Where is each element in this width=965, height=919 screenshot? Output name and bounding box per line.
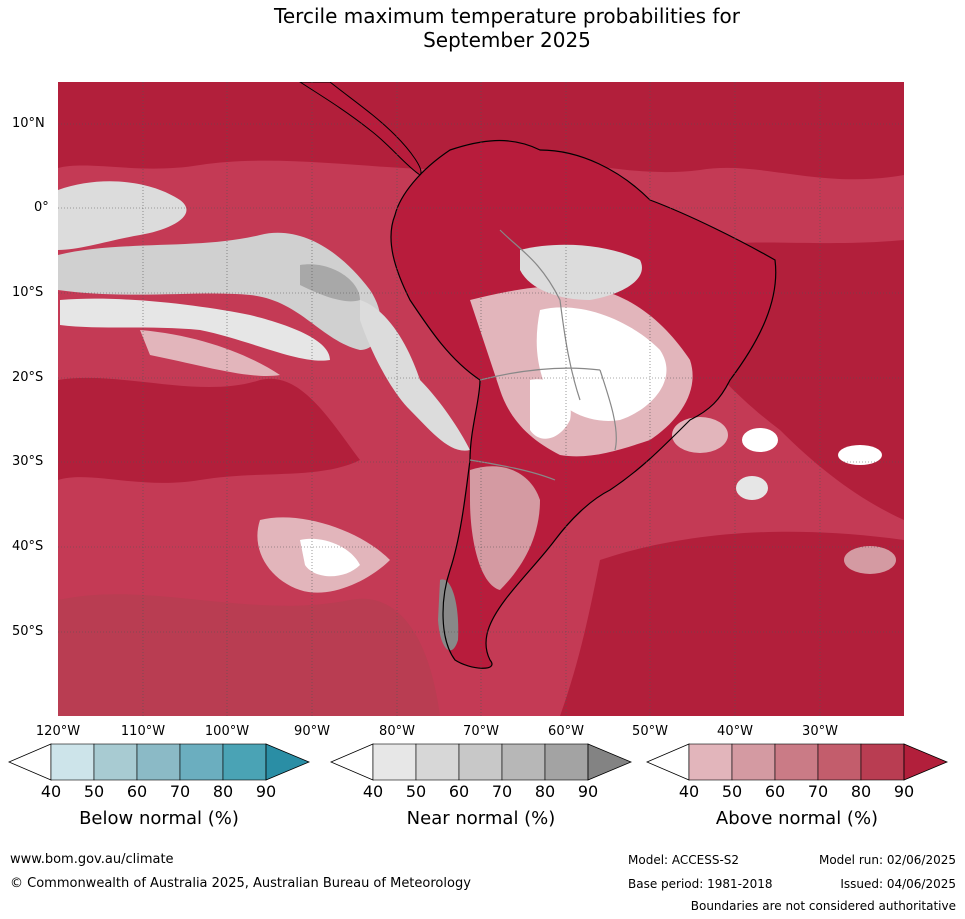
- colorbar-2-segment-4: [817, 743, 862, 781]
- near-normal-60-patch: [300, 264, 360, 302]
- colorbar-0-tick-70: 70: [169, 782, 191, 801]
- colorbar-0-segment-5: [222, 743, 267, 781]
- colorbar-1-low-arrow: [330, 743, 374, 781]
- colorbar-below-normal: [8, 743, 310, 781]
- colorbar-1-segment-1: [372, 743, 417, 781]
- white-blob-atlantic-1: [742, 428, 778, 452]
- colorbar-0-segment-4: [179, 743, 224, 781]
- normal-white-patch-pacific: [300, 538, 360, 577]
- above-40-blob-atlantic: [672, 417, 728, 453]
- white-blob-atlantic-3: [838, 445, 882, 465]
- land-above-40-south: [470, 466, 540, 590]
- lat-label-10s: 10°S: [12, 285, 44, 300]
- above-normal-40-band: [140, 330, 280, 376]
- colorbar-2-segment-2: [731, 743, 776, 781]
- colorbar-0-high-arrow: [265, 743, 310, 781]
- colorbar-1-tick-90: 90: [577, 782, 599, 801]
- base-period: Base period: 1981-2018: [628, 877, 773, 891]
- colorbar-title-above: Above normal (%): [715, 808, 879, 829]
- colorbar-0-low-arrow: [8, 743, 52, 781]
- colorbar-2-tick-90: 90: [893, 782, 915, 801]
- lat-label-0: 0°: [34, 200, 49, 215]
- colorbar-1-segment-4: [501, 743, 546, 781]
- coastline: [390, 140, 777, 669]
- title-line-1: Tercile maximum temperature probabilitie…: [274, 4, 740, 28]
- land-white-patch-south: [530, 379, 571, 439]
- above-40-blob-atlantic-2: [844, 546, 896, 574]
- colorbar-title-near: Near normal (%): [406, 808, 556, 829]
- lat-label-30s: 30°S: [12, 454, 44, 469]
- colorbar-1-tick-50: 50: [405, 782, 427, 801]
- land-near-normal-patch: [520, 244, 642, 300]
- colorbar-1-high-arrow: [587, 743, 632, 781]
- lon-label-70w: 70°W: [463, 724, 499, 739]
- lat-label-40s: 40°S: [12, 539, 44, 554]
- colorbar-2-tick-60: 60: [764, 782, 786, 801]
- land-near-normal-andes-south: [438, 579, 459, 651]
- central-america: [299, 82, 422, 176]
- colorbar-1-segment-5: [544, 743, 589, 781]
- lon-label-40w: 40°W: [717, 724, 753, 739]
- near-normal-40-band-3: [60, 298, 330, 361]
- colorbar-0-tick-90: 90: [255, 782, 277, 801]
- colorbar-2-segment-1: [688, 743, 733, 781]
- colorbar-0-tick-60: 60: [126, 782, 148, 801]
- colorbar-near-normal: [330, 743, 632, 781]
- map-title: Tercile maximum temperature probabilitie…: [0, 4, 965, 52]
- colorbar-title-below: Below normal (%): [79, 808, 239, 829]
- land-below-40-white: [536, 307, 667, 421]
- copyright-text: © Commonwealth of Australia 2025, Austra…: [10, 876, 471, 891]
- colorbar-1-tick-80: 80: [534, 782, 556, 801]
- colorbar-0-segment-1: [50, 743, 95, 781]
- above-normal-80-south-pacific: [58, 594, 440, 716]
- near-normal-40-coast: [360, 300, 470, 451]
- above-normal-90-pacific: [58, 377, 360, 483]
- colorbar-2-tick-80: 80: [850, 782, 872, 801]
- forecast-map: [58, 82, 904, 716]
- colorbar-above-normal: [646, 743, 948, 781]
- lon-label-110w: 110°W: [120, 724, 166, 739]
- lon-label-50w: 50°W: [632, 724, 668, 739]
- graticule: [58, 82, 904, 716]
- colorbar-0-tick-80: 80: [212, 782, 234, 801]
- colorbar-0-tick-40: 40: [40, 782, 62, 801]
- model-name: Model: ACCESS-S2: [628, 853, 740, 867]
- colorbar-2-high-arrow: [903, 743, 948, 781]
- lon-label-30w: 30°W: [802, 724, 838, 739]
- near-normal-40-band-1: [58, 181, 187, 250]
- near-normal-50-band-2: [58, 232, 381, 350]
- colorbar-1-segment-3: [458, 743, 503, 781]
- lon-label-60w: 60°W: [548, 724, 584, 739]
- lon-label-120w: 120°W: [35, 724, 81, 739]
- colorbar-1-tick-60: 60: [448, 782, 470, 801]
- colorbar-2-low-arrow: [646, 743, 690, 781]
- website-link[interactable]: www.bom.gov.au/climate: [10, 852, 174, 867]
- lon-label-80w: 80°W: [379, 724, 415, 739]
- country-borders: [469, 229, 617, 481]
- colorbar-2-tick-70: 70: [807, 782, 829, 801]
- issued-date: Issued: 04/06/2025: [840, 877, 956, 891]
- colorbar-2-tick-50: 50: [721, 782, 743, 801]
- above-normal-90-south-atlantic: [560, 531, 904, 716]
- lat-label-50s: 50°S: [12, 624, 44, 639]
- colorbar-1-tick-40: 40: [362, 782, 384, 801]
- colorbar-0-segment-3: [136, 743, 181, 781]
- colorbar-2-tick-40: 40: [678, 782, 700, 801]
- colorbar-2-segment-5: [860, 743, 905, 781]
- title-line-2: September 2025: [423, 28, 591, 52]
- lon-label-90w: 90°W: [294, 724, 330, 739]
- model-run-date: Model run: 02/06/2025: [818, 853, 956, 867]
- colorbar-1-tick-70: 70: [491, 782, 513, 801]
- colorbar-2-segment-3: [774, 743, 819, 781]
- white-blob-atlantic-2: [736, 476, 768, 500]
- lat-label-10n: 10°N: [12, 116, 45, 131]
- lon-label-100w: 100°W: [204, 724, 250, 739]
- boundary-disclaimer: Boundaries are not considered authoritat…: [690, 899, 956, 913]
- colorbar-1-segment-2: [415, 743, 460, 781]
- colorbar-0-tick-50: 50: [83, 782, 105, 801]
- colorbar-0-segment-2: [93, 743, 138, 781]
- lat-label-20s: 20°S: [12, 370, 44, 385]
